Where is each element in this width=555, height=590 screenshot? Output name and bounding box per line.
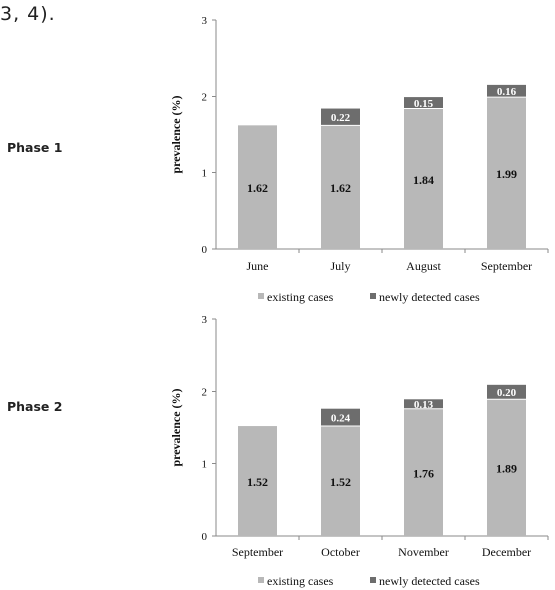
chart2-y-tick-label: 2 (202, 386, 208, 398)
chart1-legend-label: existing cases (267, 290, 334, 304)
chart1-y-tick-label: 3 (202, 15, 208, 27)
chart1-x-tick-label: September (481, 259, 532, 273)
chart2-legend-swatch (370, 577, 376, 583)
chart2-bar-existing (487, 399, 526, 536)
chart2-bar-existing (238, 426, 277, 536)
chart1-x-tick-label: July (330, 259, 350, 273)
chart2-bar-newly-detected (404, 399, 443, 409)
chart1-data-label-newly-detected: 0.22 (331, 112, 351, 124)
chart1-bar-newly-detected (404, 97, 443, 109)
chart1-y-tick-label: 2 (202, 91, 208, 103)
body-text-fragment: 3, 4). (0, 3, 56, 25)
phase-1-label: Phase 1 (7, 140, 63, 155)
chart1-data-label-newly-detected: 0.16 (497, 86, 517, 98)
chart1-x-tick-label: August (406, 259, 441, 273)
chart2-bar-newly-detected (321, 408, 360, 427)
chart2-legend-label: existing cases (267, 574, 334, 588)
chart2-data-label-newly-detected: 0.24 (331, 412, 351, 424)
chart2-legend-label: newly detected cases (379, 574, 480, 588)
chart2-y-tick-label: 1 (202, 459, 208, 471)
chart2-y-tick-label: 0 (202, 531, 208, 543)
chart2-data-label-existing: 1.52 (247, 475, 268, 489)
chart1-bar-newly-detected (487, 84, 526, 98)
chart2-x-tick-label: October (321, 545, 360, 559)
chart2-y-tick-label: 3 (202, 314, 208, 326)
chart2-bar-existing (404, 408, 443, 536)
chart2-x-tick-label: December (482, 545, 531, 559)
chart2-x-tick-label: September (232, 545, 283, 559)
chart1-bar-existing (487, 97, 526, 249)
chart1-data-label-existing: 1.84 (413, 173, 434, 187)
chart1-legend-swatch (370, 293, 376, 299)
chart1-legend-label: newly detected cases (379, 290, 480, 304)
phase-2-label: Phase 2 (7, 399, 63, 414)
chart1-x-tick-label: June (247, 259, 269, 273)
chart2-y-axis-label: prevalence (%) (169, 388, 183, 466)
chart1-data-label-existing: 1.62 (330, 181, 351, 195)
chart2-legend-swatch (258, 577, 264, 583)
chart2-x-tick-label: November (398, 545, 449, 559)
chart1-data-label-existing: 1.99 (496, 167, 517, 181)
chart2-bar-existing (321, 426, 360, 536)
chart1-bar-existing (404, 108, 443, 250)
chart2-bar-newly-detected (487, 384, 526, 400)
chart1-data-label-existing: 1.62 (247, 181, 268, 195)
chart1-data-label-newly-detected: 0.15 (414, 98, 434, 110)
chart1-legend-swatch (258, 293, 264, 299)
chart1-bar-existing (321, 125, 360, 249)
chart1-bar-newly-detected (321, 108, 360, 126)
chart1-bar-existing (238, 125, 277, 249)
chart2-data-label-existing: 1.89 (496, 462, 517, 476)
chart2-data-label-newly-detected: 0.13 (414, 399, 434, 411)
chart2-data-label-newly-detected: 0.20 (497, 387, 517, 399)
chart1-y-tick-label: 1 (202, 168, 208, 180)
chart1-y-tick-label: 0 (202, 244, 208, 256)
chart2-data-label-existing: 1.76 (413, 466, 434, 480)
chart2-data-label-existing: 1.52 (330, 475, 351, 489)
chart1-y-axis-label: prevalence (%) (169, 95, 183, 173)
